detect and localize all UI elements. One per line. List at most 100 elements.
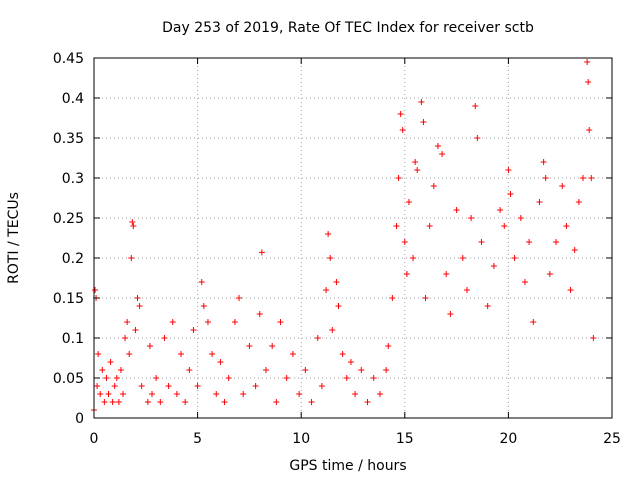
data-point [122, 335, 129, 341]
y-tick-label: 0.35 [53, 131, 84, 147]
data-point [403, 271, 410, 277]
data-point [389, 295, 396, 301]
data-point [434, 143, 441, 149]
data-point [136, 303, 143, 309]
data-point [213, 391, 220, 397]
data-point [221, 399, 228, 405]
x-axis-ticks: 0 5 10 15 20 25 [90, 58, 621, 447]
data-point [484, 303, 491, 309]
data-point [94, 383, 101, 389]
data-point [178, 351, 185, 357]
data-point [157, 399, 164, 405]
y-tick-label: 0.15 [53, 291, 84, 307]
data-point [430, 183, 437, 189]
data-point [546, 271, 553, 277]
data-point [590, 335, 597, 341]
data-point [283, 375, 290, 381]
data-point [339, 351, 346, 357]
data-point [472, 103, 479, 109]
data-point [422, 295, 429, 301]
data-point [144, 399, 151, 405]
x-axis-label: GPS time / hours [289, 458, 406, 474]
data-point [507, 191, 514, 197]
data-point [526, 239, 533, 245]
data-point [101, 399, 108, 405]
data-point [134, 295, 141, 301]
data-point [414, 167, 421, 173]
data-point [314, 335, 321, 341]
data-point [269, 343, 276, 349]
data-point [126, 351, 133, 357]
data-point [563, 223, 570, 229]
x-tick-label: 25 [603, 431, 621, 447]
data-points [91, 59, 597, 413]
y-tick-label: 0.3 [62, 171, 84, 187]
data-point [302, 367, 309, 373]
data-point [115, 399, 122, 405]
data-point [169, 319, 176, 325]
data-point [246, 343, 253, 349]
y-tick-label: 0.2 [62, 251, 84, 267]
data-point [376, 391, 383, 397]
data-point [459, 255, 466, 261]
data-point [418, 99, 425, 105]
data-point [335, 303, 342, 309]
y-tick-label: 0.1 [62, 331, 84, 347]
data-point [505, 167, 512, 173]
data-point [111, 383, 118, 389]
x-tick-label: 15 [396, 431, 414, 447]
data-point [258, 249, 265, 256]
data-point [113, 375, 120, 381]
data-point [236, 295, 243, 301]
data-point [120, 391, 127, 397]
data-point [124, 319, 131, 325]
data-point [588, 175, 595, 181]
data-point [190, 327, 197, 333]
data-point [240, 391, 247, 397]
data-point [530, 319, 537, 325]
data-point [511, 255, 518, 261]
data-point [536, 199, 543, 205]
y-tick-label: 0.25 [53, 211, 84, 227]
data-point [364, 399, 371, 405]
data-point [327, 255, 334, 261]
data-point [347, 359, 354, 365]
data-point [308, 399, 315, 405]
data-point [542, 175, 549, 181]
x-tick-label: 10 [292, 431, 310, 447]
data-point [397, 111, 404, 117]
data-point [128, 255, 135, 261]
data-point [262, 367, 269, 373]
data-point [343, 375, 350, 381]
y-tick-label: 0.45 [53, 51, 84, 67]
data-point [132, 327, 139, 333]
data-point [256, 311, 263, 317]
data-point [474, 135, 481, 141]
data-point [204, 319, 211, 325]
data-point [453, 207, 460, 213]
chart-title: Day 253 of 2019, Rate Of TEC Index for r… [162, 20, 534, 36]
data-point [401, 239, 408, 245]
data-point [296, 391, 303, 397]
data-point [352, 391, 359, 397]
data-point [105, 391, 112, 397]
data-point [521, 279, 528, 285]
y-axis-label: ROTI / TECUs [6, 192, 22, 284]
data-point [399, 127, 406, 133]
data-point [200, 303, 207, 309]
data-point [395, 175, 402, 181]
data-point [217, 359, 224, 365]
data-point [385, 343, 392, 349]
data-point [117, 367, 124, 373]
data-point [289, 351, 296, 357]
data-point [333, 279, 340, 285]
y-tick-label: 0.4 [62, 91, 84, 107]
data-point [585, 79, 592, 85]
data-point [194, 383, 201, 389]
data-point [586, 127, 593, 133]
data-point [103, 375, 110, 381]
y-tick-label: 0.05 [53, 371, 84, 387]
data-point [186, 367, 193, 373]
data-point [393, 223, 400, 229]
data-point [439, 151, 446, 157]
